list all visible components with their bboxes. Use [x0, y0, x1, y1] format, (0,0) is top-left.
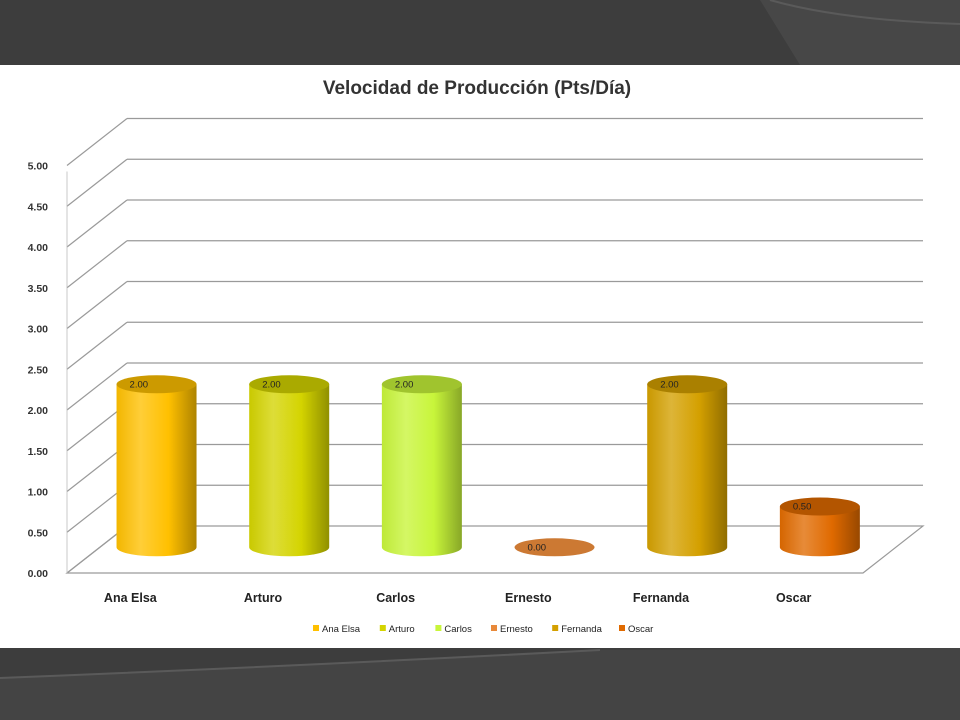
legend-swatch	[379, 625, 386, 631]
bottom-band	[0, 648, 960, 720]
legend-item: Fernanda	[552, 624, 603, 635]
legend-swatch	[552, 625, 559, 631]
bar-top	[381, 375, 462, 394]
chart-floor	[65, 525, 925, 574]
legend-label: Ana Elsa	[322, 624, 361, 635]
data-label: 2.00	[395, 379, 414, 390]
y-tick-label: 3.50	[28, 283, 49, 295]
legend-item: Carlos	[435, 624, 472, 635]
bar-body	[647, 384, 728, 557]
y-tick-label: 4.00	[28, 242, 49, 254]
legend-item: Ernesto	[491, 624, 533, 635]
legend-swatch	[619, 625, 625, 631]
y-tick-label: 2.50	[28, 364, 49, 376]
bar-carlos: 2.00	[381, 375, 462, 557]
y-tick-label: 0.00	[28, 568, 49, 580]
legend-label: Carlos	[444, 624, 472, 635]
bar-top	[116, 375, 197, 394]
data-label: 0.00	[528, 542, 547, 553]
legend-label: Arturo	[389, 624, 415, 635]
bar-fernanda: 2.00	[647, 375, 728, 557]
x-tick-label: Arturo	[244, 591, 283, 605]
bottom-band-decoration	[0, 648, 960, 720]
bar-chart: Velocidad de Producción (Pts/Día) 0.00 0.…	[28, 78, 925, 635]
x-tick-label: Carlos	[376, 591, 415, 605]
bar-top	[647, 375, 728, 394]
bar-body	[116, 384, 197, 557]
x-tick-label: Oscar	[776, 591, 812, 605]
data-label: 0.50	[793, 502, 812, 513]
bar-body	[779, 506, 860, 557]
data-label: 2.00	[660, 379, 679, 390]
legend-item: Oscar	[619, 624, 653, 635]
legend-swatch	[313, 625, 319, 631]
y-tick-label: 3.00	[28, 324, 49, 336]
bar-top	[249, 375, 330, 394]
y-tick-label: 2.00	[28, 405, 49, 417]
top-band-decoration	[760, 0, 960, 65]
y-tick-label: 1.50	[28, 446, 49, 458]
legend-swatch	[491, 625, 497, 631]
bar-body	[381, 384, 462, 557]
bar-body	[249, 384, 330, 557]
top-band	[0, 0, 960, 65]
y-tick-label: 1.00	[28, 487, 49, 499]
data-label: 2.00	[130, 379, 149, 390]
bar-top	[779, 497, 860, 516]
x-tick-label: Ana Elsa	[104, 591, 158, 605]
bar-top	[514, 538, 595, 557]
chart-title: Velocidad de Producción (Pts/Día)	[323, 78, 631, 99]
bar-ernesto: 0.00	[514, 538, 595, 557]
bar-arturo: 2.00	[249, 375, 330, 557]
legend-label: Fernanda	[561, 624, 602, 635]
y-tick-label: 5.00	[28, 161, 49, 173]
data-label: 2.00	[262, 379, 281, 390]
y-tick-label: 4.50	[28, 201, 49, 213]
legend-item: Arturo	[379, 624, 415, 635]
gridline-side	[66, 321, 128, 370]
legend-label: Oscar	[628, 624, 653, 635]
x-tick-label: Fernanda	[633, 591, 690, 605]
gridline-side	[66, 362, 128, 411]
gridline-side	[66, 118, 128, 166]
legend-item: Ana Elsa	[313, 624, 361, 635]
gridline-side	[66, 281, 128, 329]
x-tick-label: Ernesto	[505, 591, 552, 605]
gridline-side	[66, 240, 128, 289]
y-tick-label: 0.50	[28, 527, 49, 539]
bar-oscar: 0.50	[779, 497, 860, 557]
gridline-side	[66, 199, 128, 248]
slide-canvas: Velocidad de Producción (Pts/Día) 0.00 0.…	[0, 65, 960, 648]
legend-swatch	[435, 625, 442, 631]
legend: Ana Elsa Arturo Carlos Ernesto Fernanda Oscar	[313, 624, 653, 635]
gridline-side	[66, 158, 128, 207]
legend-label: Ernesto	[500, 624, 533, 635]
bar-ana-elsa: 2.00	[116, 375, 197, 557]
